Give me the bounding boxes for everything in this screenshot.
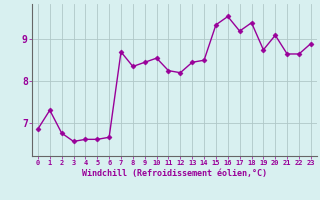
X-axis label: Windchill (Refroidissement éolien,°C): Windchill (Refroidissement éolien,°C) <box>82 169 267 178</box>
